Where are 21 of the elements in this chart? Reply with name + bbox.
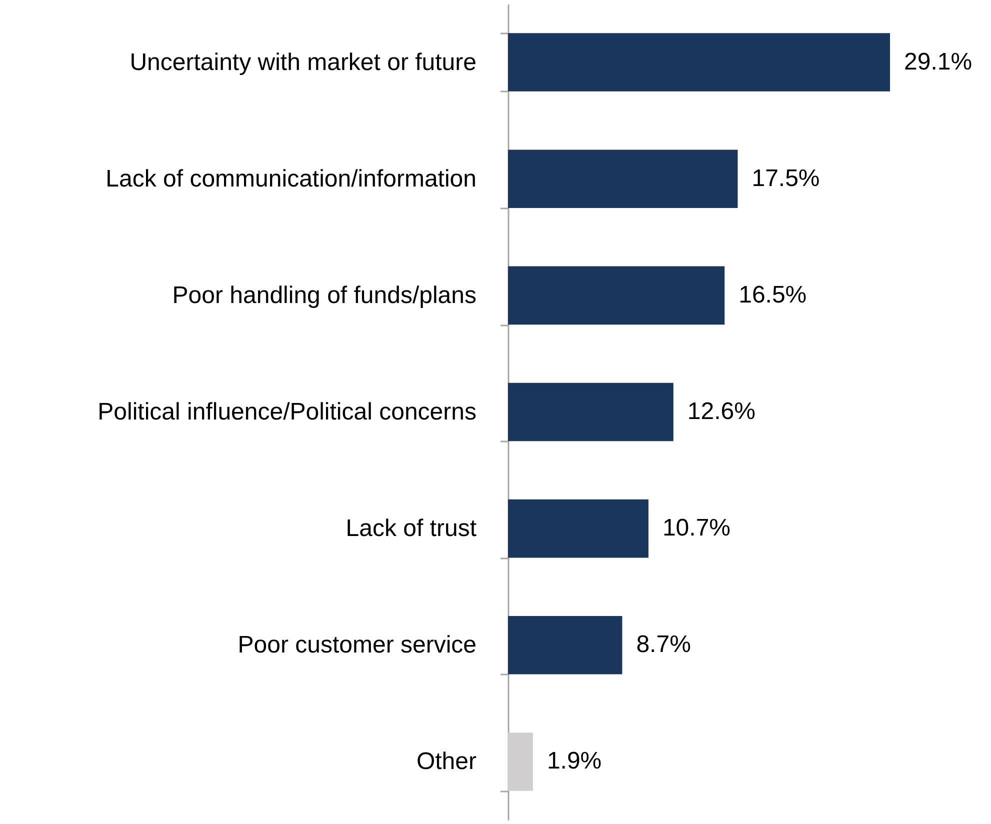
data-label: 16.5% — [738, 281, 807, 308]
data-label: 8.7% — [636, 631, 691, 658]
data-label: 17.5% — [752, 164, 820, 192]
bar — [508, 266, 725, 325]
bar — [508, 616, 622, 674]
bar — [508, 499, 648, 558]
data-label: 1.9% — [546, 748, 602, 775]
bar — [508, 150, 738, 208]
bar — [508, 732, 533, 791]
bar — [508, 33, 890, 92]
y-tick-label: Poor customer service — [238, 632, 476, 659]
bar — [508, 382, 674, 442]
y-tick-label: Lack of communication/information — [106, 165, 476, 192]
y-tick-label: Other — [416, 748, 476, 776]
data-label: 10.7% — [662, 514, 731, 542]
y-tick-label: Political influence/Political concerns — [98, 398, 476, 426]
y-tick-label: Lack of trust — [346, 515, 477, 542]
data-label: 29.1% — [904, 48, 972, 76]
y-tick-label: Poor handling of funds/plans — [172, 282, 476, 309]
data-label: 12.6% — [687, 398, 756, 425]
y-tick-label: Uncertainty with market or future — [130, 48, 476, 76]
